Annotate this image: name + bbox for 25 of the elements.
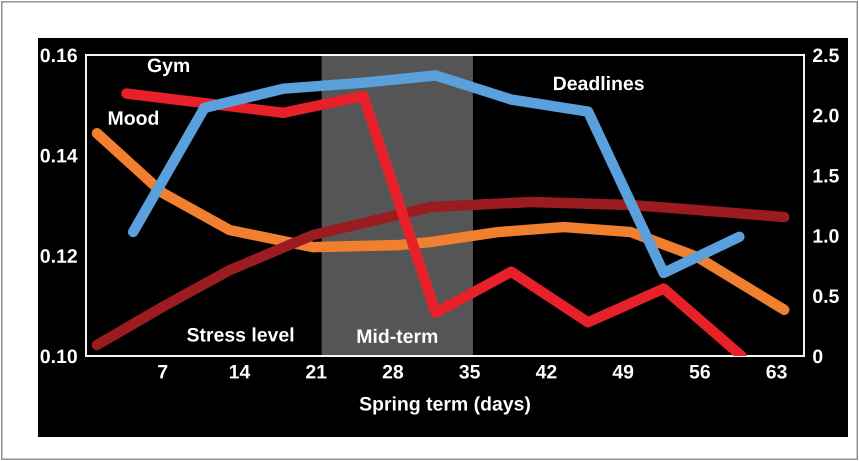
y-tick-label: 0.14 bbox=[40, 148, 78, 163]
y2-tick-label: 0 bbox=[813, 349, 822, 364]
y2-tick-label: 1.0 bbox=[814, 229, 839, 243]
x-tick-label: 42 bbox=[536, 364, 556, 378]
x-tick-label: 56 bbox=[690, 364, 710, 379]
y2-tick-label: 0.5 bbox=[813, 289, 839, 304]
y2-tick-label: 1.5 bbox=[814, 169, 839, 183]
band-label: Mid-term bbox=[358, 328, 438, 344]
y-tick-label: 0.16 bbox=[40, 48, 77, 62]
x-tick-label: 35 bbox=[459, 364, 480, 379]
series-label: Deadlines bbox=[554, 76, 644, 90]
series-label: Stress level bbox=[187, 327, 294, 342]
x-axis-title: Spring term (days) bbox=[360, 396, 530, 415]
x-tick-label: 49 bbox=[612, 364, 634, 379]
x-tick-label: 7 bbox=[158, 365, 168, 378]
x-tick-label: 63 bbox=[766, 364, 787, 379]
series-label: Gym bbox=[148, 58, 190, 76]
y2-tick-label: 2.0 bbox=[813, 108, 839, 122]
y-tick-label: 0.12 bbox=[40, 249, 77, 263]
y-tick-label: 0.10 bbox=[40, 349, 77, 364]
series-label: Mood bbox=[108, 110, 158, 125]
x-tick-label: 14 bbox=[230, 365, 250, 378]
x-tick-label: 21 bbox=[306, 364, 326, 378]
y2-tick-label: 2.5 bbox=[813, 48, 839, 62]
x-tick-label: 28 bbox=[382, 364, 404, 379]
